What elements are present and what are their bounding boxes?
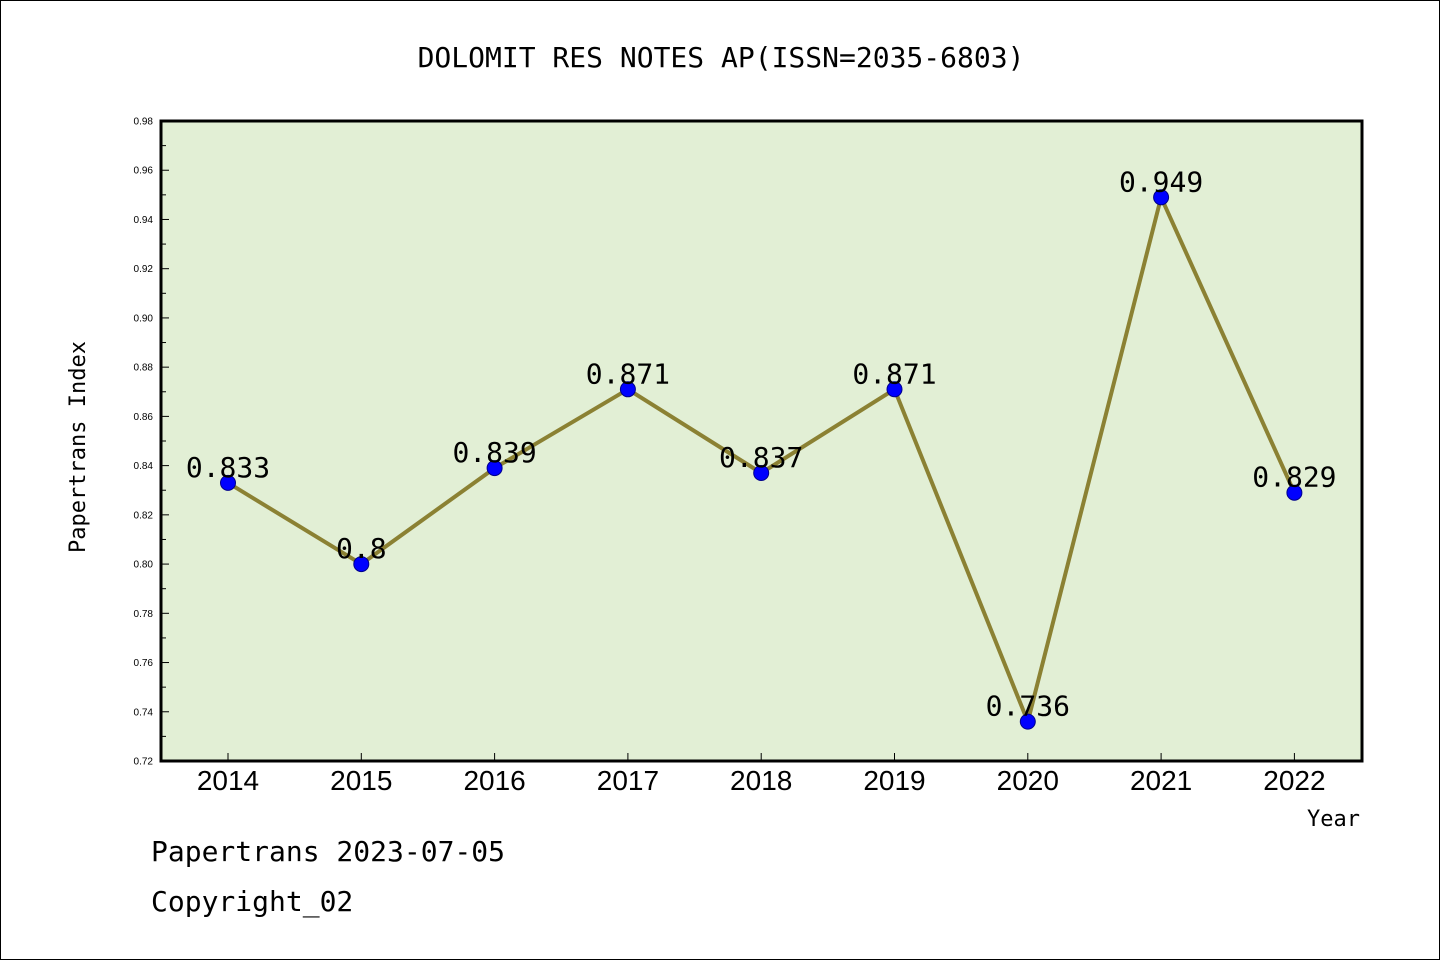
data-point	[486, 460, 503, 477]
data-series: 0.833 0.8 0.839 0.871 0.837 0.871 0.736 0.949 0.…	[186, 165, 1337, 730]
chart-title: DOLOMIT RES NOTES AP(ISSN=2035-6803)	[418, 41, 1025, 74]
data-point	[753, 465, 770, 481]
y-tick-label: 0.90	[134, 313, 154, 324]
y-tick-label: 0.76	[134, 658, 154, 669]
footer-copyright-text: Copyright_02	[151, 885, 354, 918]
y-tick-label: 0.98	[134, 117, 154, 128]
footer-date-text: Papertrans 2023-07-05	[151, 835, 506, 868]
data-point	[353, 556, 370, 573]
data-point	[1153, 189, 1170, 206]
plot-border	[159, 119, 1364, 763]
data-point	[619, 381, 636, 398]
data-point	[1286, 484, 1303, 501]
data-label: 0.839	[452, 436, 536, 469]
x-tick-label: 2016	[463, 765, 525, 796]
y-tick-label: 0.72	[134, 757, 154, 768]
x-tick-label: 2021	[1130, 765, 1192, 796]
x-axis-label: Year	[1307, 807, 1360, 832]
x-tick-label: 2022	[1263, 765, 1325, 796]
plot-area	[161, 121, 1362, 761]
y-axis-label: Papertrans Index	[66, 341, 91, 553]
x-tick-label: 2020	[997, 765, 1059, 796]
y-tick-label: 0.92	[134, 264, 154, 275]
x-tick-label: 2018	[730, 765, 792, 796]
data-label: 0.871	[852, 357, 936, 390]
data-label: 0.833	[186, 451, 270, 484]
x-tick-label: 2017	[597, 765, 659, 796]
data-label: 0.736	[986, 690, 1070, 723]
y-tick-label: 0.88	[134, 363, 154, 374]
data-point	[220, 474, 236, 491]
data-point	[1019, 713, 1036, 730]
data-label: 0.8	[336, 532, 387, 565]
y-tick-label: 0.82	[134, 510, 154, 521]
x-tick-label: 2015	[330, 765, 392, 796]
y-tick-label: 0.94	[134, 215, 154, 226]
y-tick-label: 0.80	[134, 560, 154, 571]
x-tick-label: 2014	[197, 765, 259, 796]
data-label: 0.837	[719, 441, 803, 474]
y-tick-label: 0.74	[134, 707, 154, 718]
y-tick-label: 0.96	[134, 166, 154, 177]
data-label: 0.949	[1119, 165, 1203, 198]
y-tick-label: 0.84	[134, 461, 154, 472]
data-point	[886, 381, 903, 398]
y-tick-label: 0.78	[134, 609, 154, 620]
data-label: 0.871	[586, 357, 670, 390]
x-tick-label: 2019	[863, 765, 925, 796]
data-label: 0.829	[1252, 461, 1336, 494]
x-axis-ticks: 2014 2015 2016 2017 2018 2019 2020 2021 2022	[197, 753, 1326, 796]
y-tick-label: 0.86	[134, 412, 154, 423]
